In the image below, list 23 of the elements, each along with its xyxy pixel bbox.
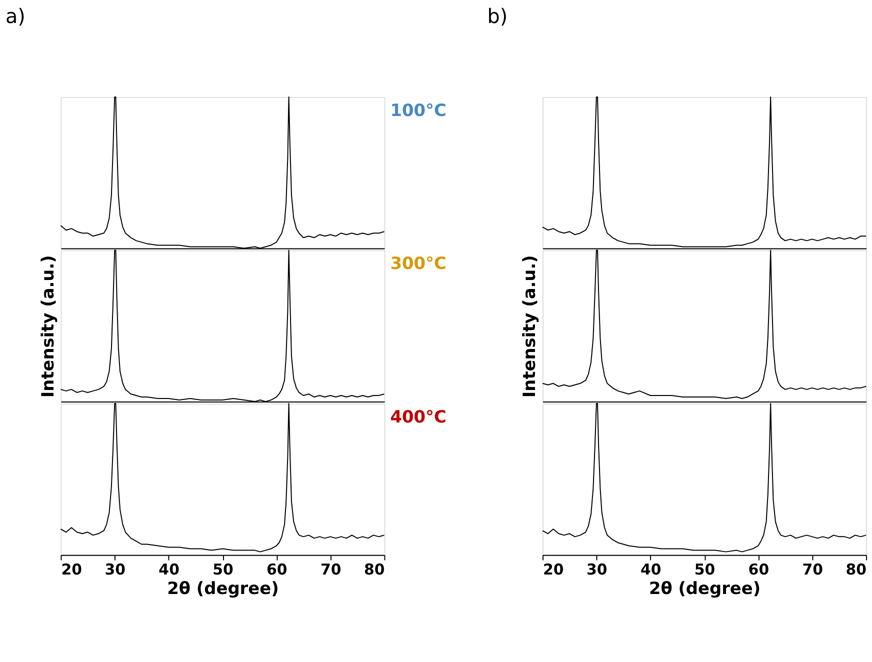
x-tick-label: 60 xyxy=(748,560,770,578)
x-tick-label: 30 xyxy=(586,560,608,578)
x-tick-label: 60 xyxy=(266,560,288,578)
x-tick-label: 70 xyxy=(802,560,823,578)
text: 300°C xyxy=(390,253,446,274)
x-axis-title: 2θ (degree) xyxy=(167,578,279,598)
x-tick-label: 50 xyxy=(212,560,234,578)
text: 100°C xyxy=(390,100,446,120)
x-tick-label: 20 xyxy=(61,560,82,578)
x-tick-label: 40 xyxy=(158,560,180,578)
x-tick-label: 70 xyxy=(320,560,342,578)
x-tick-label: 30 xyxy=(104,560,126,578)
x-tick-label: 80 xyxy=(364,560,385,578)
chart-title: a) xyxy=(5,4,26,28)
text: 400°C xyxy=(390,406,446,426)
y-axis-title: Intensity (a.u.) xyxy=(519,255,540,398)
x-tick-label: 20 xyxy=(543,560,564,578)
x-axis-title: 2θ (degree) xyxy=(648,578,761,598)
x-tick-label: 40 xyxy=(640,560,662,578)
x-tick-label: 50 xyxy=(694,560,716,578)
y-axis-title: Intensity (a.u.) xyxy=(37,255,58,398)
chart-title: b) xyxy=(487,4,508,28)
x-tick-label: 80 xyxy=(846,560,867,578)
